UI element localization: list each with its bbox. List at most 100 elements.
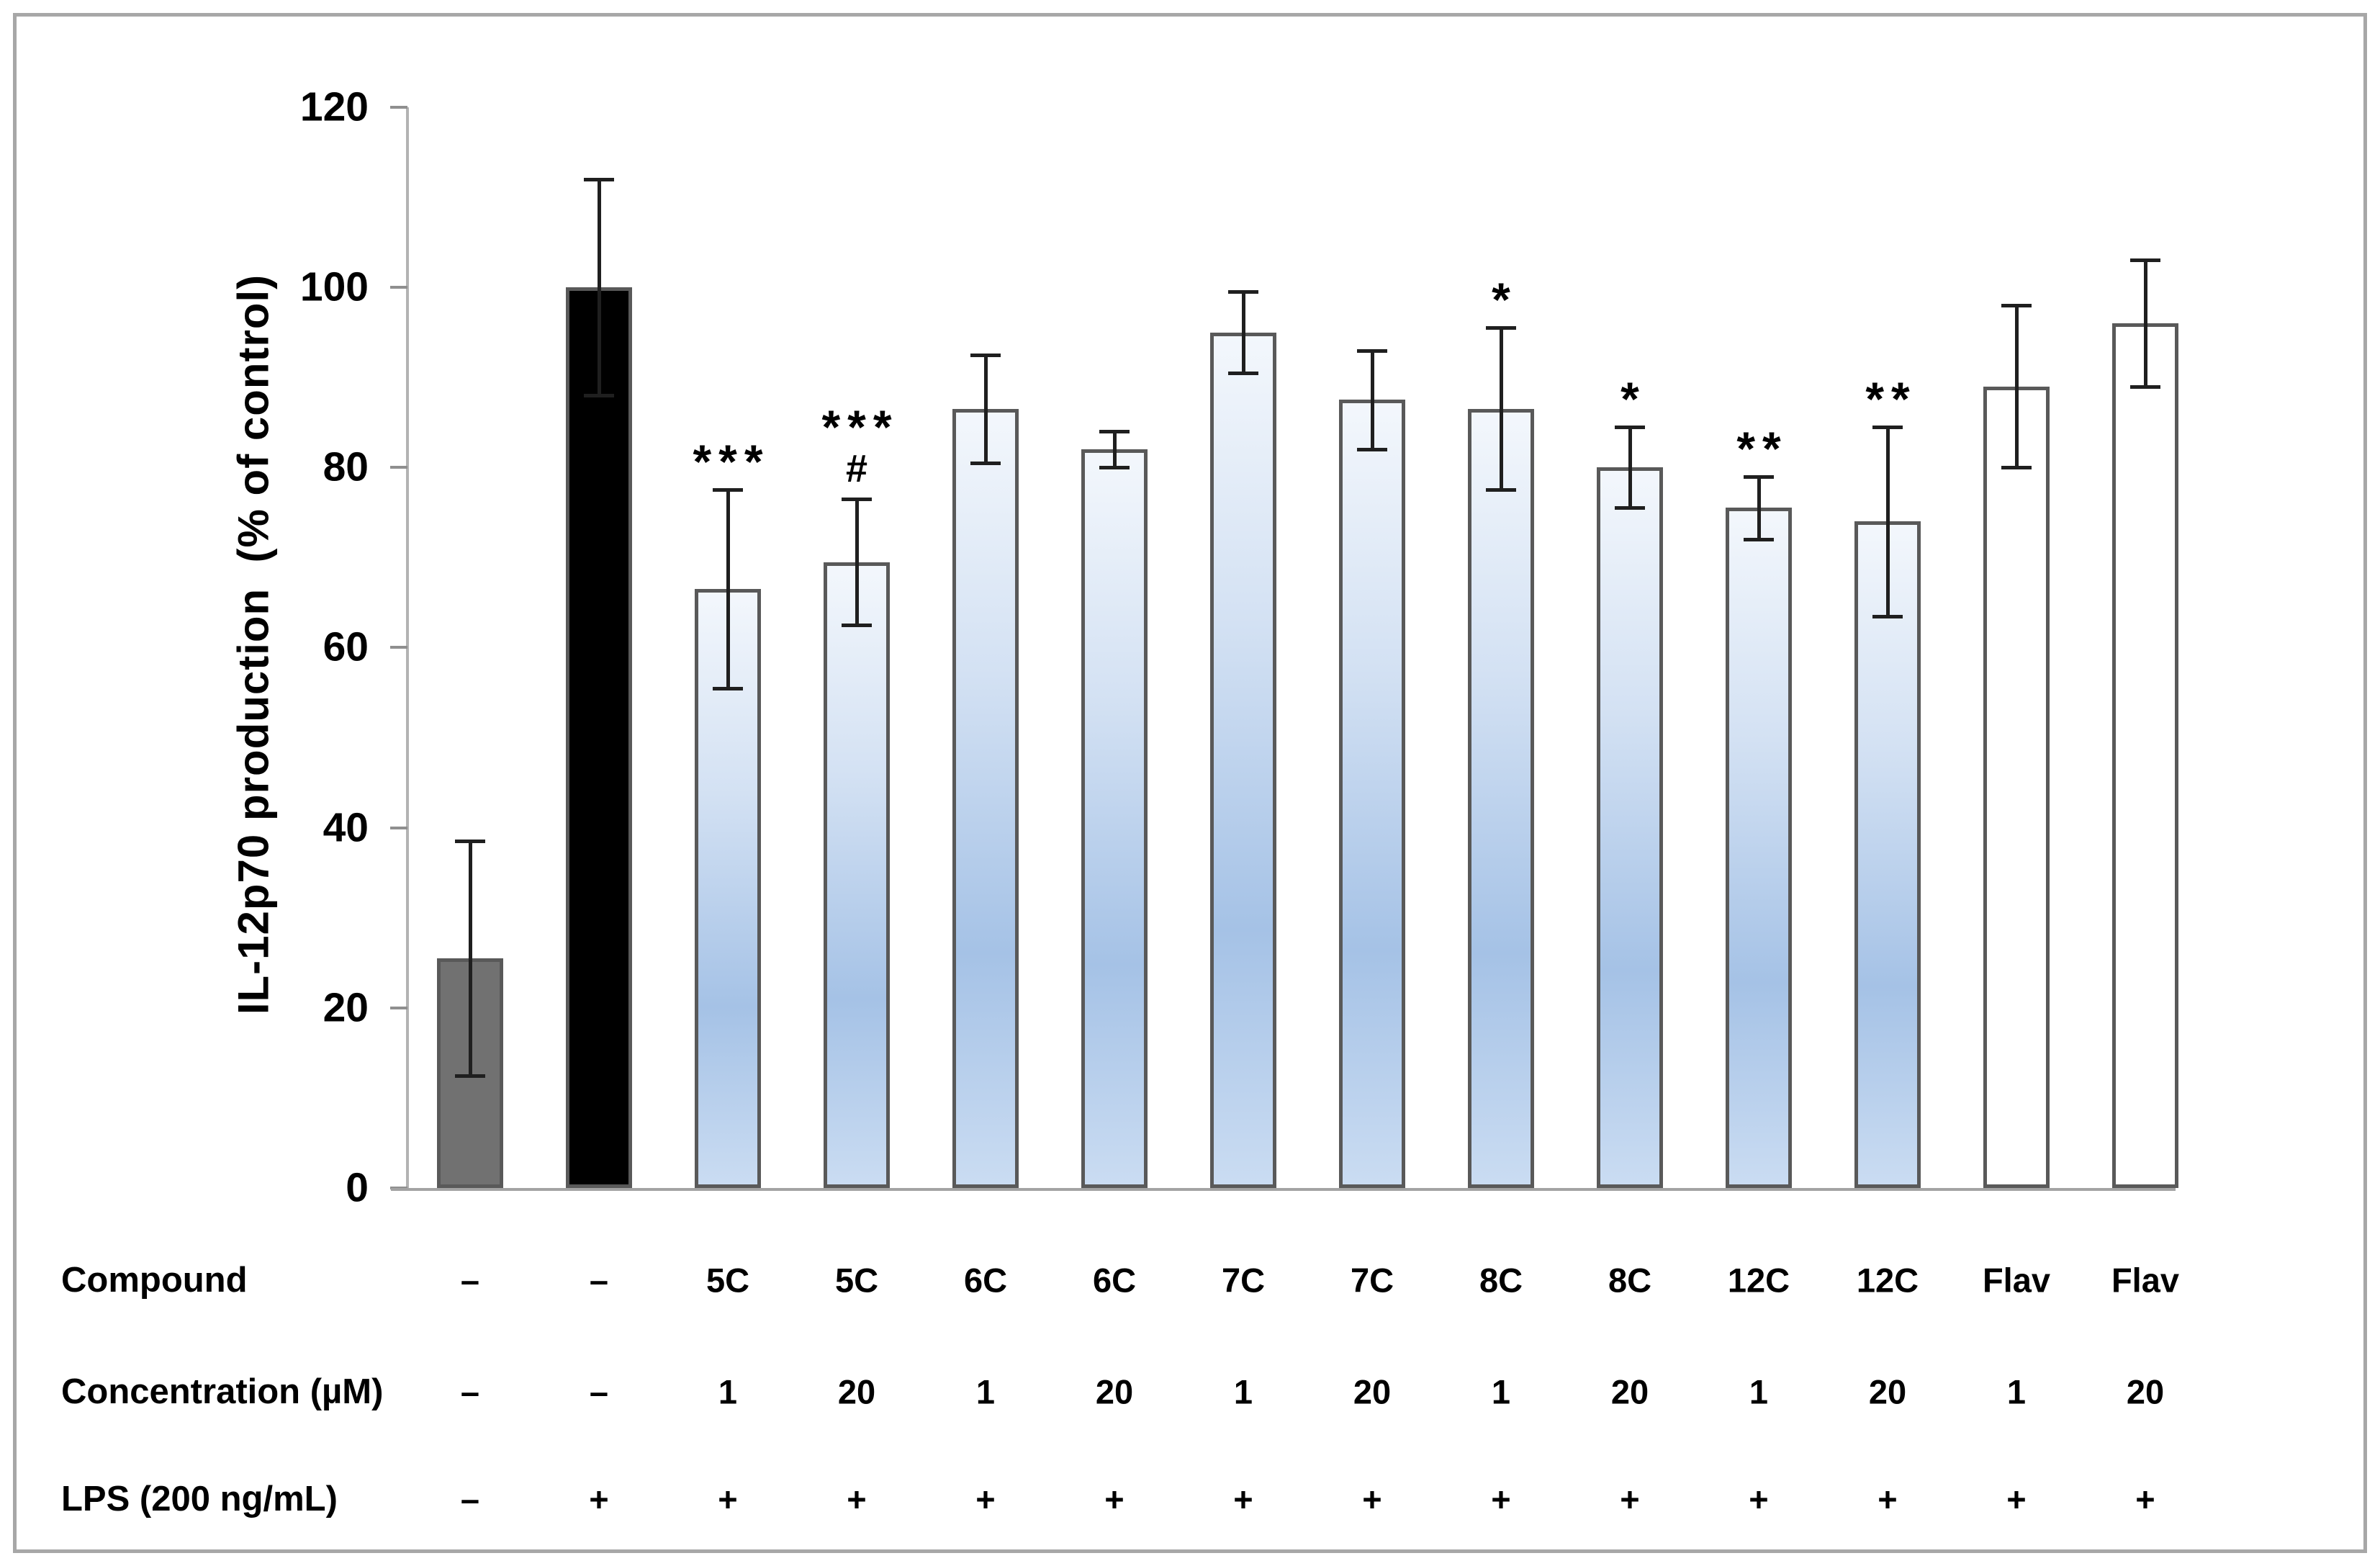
y-axis-tick <box>390 105 407 109</box>
y-tick-label: 100 <box>299 264 369 310</box>
compound-value: 6C <box>1092 1261 1137 1300</box>
lps-value: + <box>975 1480 996 1518</box>
error-bar-cap-top <box>2130 258 2160 263</box>
concentration-value: – <box>460 1372 480 1411</box>
error-bar-cap-top <box>1228 290 1258 294</box>
significance-annotation: ** <box>1736 424 1780 472</box>
y-tick-label: 80 <box>323 444 369 490</box>
concentration-value: 1 <box>1749 1372 1769 1411</box>
error-bar-cap-top <box>1615 425 1645 429</box>
error-bar-cap-top <box>1872 425 1903 429</box>
significance-annotation: *** # <box>821 402 891 490</box>
error-bar <box>1757 476 1761 540</box>
lps-value: + <box>847 1480 867 1518</box>
significance-stars: * <box>1621 372 1646 426</box>
lps-value: + <box>718 1480 738 1518</box>
error-bar-cap-top <box>1099 430 1130 434</box>
y-axis-line <box>406 107 409 1191</box>
y-tick-label: 40 <box>323 804 369 851</box>
figure-frame <box>13 13 2367 1553</box>
significance-stars: *** <box>693 435 770 489</box>
row-label-compound: Compound <box>61 1261 248 1300</box>
compound-value: 5C <box>706 1261 750 1300</box>
lps-value: + <box>589 1480 609 1518</box>
lps-value: + <box>2006 1480 2027 1518</box>
bar-8C-20 <box>1597 467 1663 1188</box>
significance-stars: * <box>1492 273 1518 327</box>
y-axis-tick <box>390 1006 407 1009</box>
bar-8C-1 <box>1468 408 1534 1188</box>
concentration-value: 20 <box>1095 1372 1134 1411</box>
lps-value: + <box>1620 1480 1640 1518</box>
lps-value: – <box>460 1480 480 1518</box>
significance-annotation: ** <box>1865 375 1909 423</box>
compound-value: 12C <box>1856 1261 1919 1300</box>
y-axis-tick <box>390 466 407 469</box>
error-bar-cap-top <box>1357 348 1387 353</box>
lps-value: + <box>1362 1480 1382 1518</box>
lps-value: + <box>1749 1480 1769 1518</box>
compound-value: Flav <box>1982 1261 2051 1300</box>
error-bar-cap-bottom <box>713 686 743 690</box>
error-bar-cap-bottom <box>2130 384 2160 389</box>
concentration-value: 20 <box>837 1372 876 1411</box>
significance-stars: ** <box>1736 421 1788 475</box>
significance-annotation: *** <box>693 438 762 485</box>
concentration-value: 20 <box>1868 1372 1907 1411</box>
significance-hash: # <box>845 446 868 490</box>
error-bar <box>1499 328 1503 490</box>
bar-6C-20 <box>1081 449 1148 1188</box>
bar-12C-1 <box>1726 508 1792 1188</box>
y-tick-label: 20 <box>323 984 369 1031</box>
error-bar-cap-bottom <box>1486 488 1516 492</box>
lps-value: + <box>1233 1480 1253 1518</box>
error-bar <box>1370 350 1374 450</box>
error-bar <box>726 490 730 688</box>
error-bar-cap-bottom <box>455 1074 485 1078</box>
error-bar-cap-top <box>1486 326 1516 330</box>
bar-12C-20 <box>1854 521 1921 1188</box>
compound-value: 5C <box>834 1261 879 1300</box>
bar-6C-1 <box>952 408 1019 1188</box>
y-axis-tick <box>390 286 407 289</box>
error-bar <box>597 179 601 396</box>
lps-value: + <box>2135 1480 2155 1518</box>
lps-value: + <box>1491 1480 1511 1518</box>
concentration-value: 1 <box>1491 1372 1511 1411</box>
row-label-lps: LPS (200 ng/mL) <box>61 1480 338 1518</box>
error-bar <box>855 498 859 626</box>
bar-7C-20 <box>1339 400 1405 1188</box>
compound-value: 8C <box>1479 1261 1523 1300</box>
lps-value: + <box>1878 1480 1898 1518</box>
compound-value: Flav <box>2111 1261 2180 1300</box>
error-bar <box>1885 426 1890 616</box>
y-tick-label: 120 <box>299 84 369 130</box>
error-bar-cap-top <box>584 177 614 181</box>
concentration-value: 20 <box>1610 1372 1649 1411</box>
compound-value: 8C <box>1608 1261 1652 1300</box>
significance-annotation: * <box>1492 276 1510 323</box>
x-axis-baseline <box>391 1188 2176 1191</box>
error-bar <box>2143 260 2147 387</box>
error-bar-cap-bottom <box>2001 466 2032 470</box>
error-bar-cap-bottom <box>1744 538 1774 542</box>
y-tick-label: 0 <box>346 1164 369 1211</box>
error-bar <box>1628 426 1632 508</box>
bar-5C-20 <box>824 562 890 1188</box>
error-bar-cap-top <box>970 353 1001 357</box>
significance-stars: *** <box>821 400 899 454</box>
lps-value: + <box>1104 1480 1124 1518</box>
compound-value: – <box>460 1261 480 1300</box>
significance-annotation: * <box>1621 375 1639 423</box>
bar-7C-1 <box>1210 332 1276 1188</box>
bar-Flav-20 <box>2112 323 2178 1188</box>
bar-lps-only <box>566 287 632 1188</box>
compound-value: 7C <box>1221 1261 1266 1300</box>
error-bar <box>1112 431 1117 468</box>
error-bar-cap-bottom <box>584 394 614 398</box>
compound-value: – <box>589 1261 609 1300</box>
bar-Flav-1 <box>1983 386 2050 1188</box>
error-bar-cap-bottom <box>1099 466 1130 470</box>
error-bar-cap-bottom <box>1872 614 1903 618</box>
